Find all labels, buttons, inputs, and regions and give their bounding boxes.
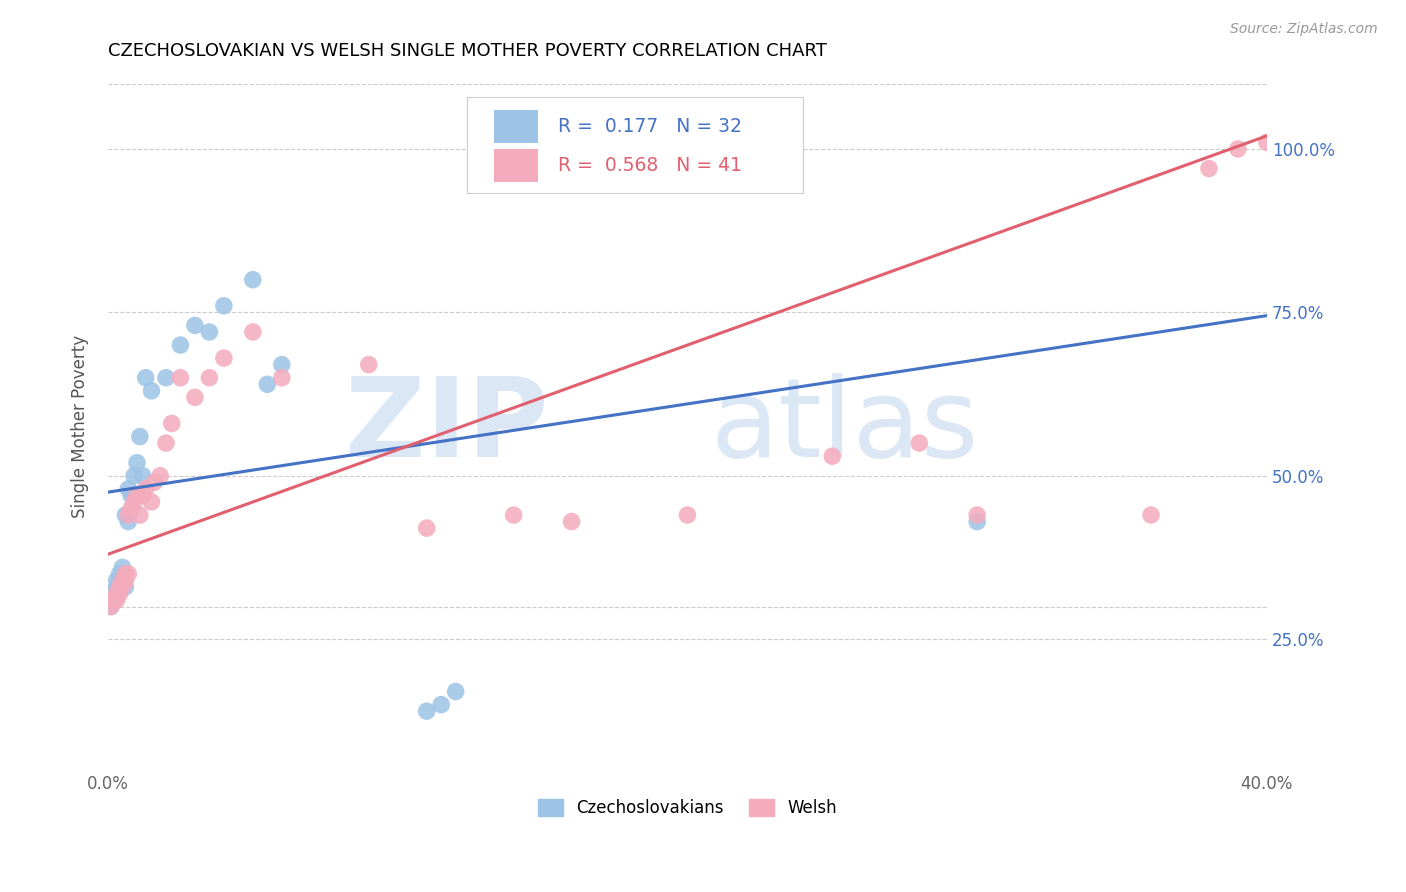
Point: [415, 704, 437, 718]
Bar: [494, 111, 538, 144]
Point: [103, 593, 125, 607]
Point: [114, 580, 136, 594]
Point: [128, 508, 150, 522]
Point: [103, 593, 125, 607]
Point: [415, 521, 437, 535]
Point: [966, 515, 988, 529]
Point: [105, 586, 128, 600]
Point: [114, 508, 136, 522]
Point: [141, 495, 163, 509]
Point: [256, 377, 278, 392]
Point: [117, 508, 139, 522]
Point: [111, 580, 134, 594]
Point: [120, 501, 142, 516]
Point: [100, 599, 122, 614]
Point: [270, 358, 292, 372]
Point: [125, 488, 148, 502]
Point: [141, 384, 163, 398]
Point: [105, 593, 128, 607]
Point: [155, 370, 177, 384]
Point: [120, 488, 142, 502]
Text: Source: ZipAtlas.com: Source: ZipAtlas.com: [1230, 22, 1378, 37]
Point: [117, 515, 139, 529]
Point: [169, 338, 191, 352]
Point: [149, 468, 172, 483]
Point: [122, 495, 145, 509]
Point: [108, 580, 131, 594]
Point: [160, 417, 183, 431]
Point: [117, 482, 139, 496]
Point: [502, 508, 524, 522]
Point: [169, 370, 191, 384]
Point: [184, 390, 207, 404]
Bar: [494, 150, 538, 182]
Point: [198, 325, 221, 339]
Point: [430, 698, 453, 712]
Point: [128, 429, 150, 443]
Point: [212, 299, 235, 313]
Point: [103, 586, 125, 600]
Point: [184, 318, 207, 333]
Point: [155, 436, 177, 450]
Point: [676, 508, 699, 522]
Legend: Czechoslovakians, Welsh: Czechoslovakians, Welsh: [531, 792, 844, 823]
Text: CZECHOSLOVAKIAN VS WELSH SINGLE MOTHER POVERTY CORRELATION CHART: CZECHOSLOVAKIAN VS WELSH SINGLE MOTHER P…: [108, 42, 827, 60]
Point: [108, 580, 131, 594]
Point: [122, 468, 145, 483]
Point: [198, 370, 221, 384]
Point: [114, 566, 136, 581]
Point: [132, 488, 155, 502]
Point: [908, 436, 931, 450]
Point: [444, 684, 467, 698]
Point: [111, 574, 134, 588]
Point: [132, 468, 155, 483]
Point: [135, 482, 157, 496]
Y-axis label: Single Mother Poverty: Single Mother Poverty: [72, 335, 89, 518]
Point: [1140, 508, 1163, 522]
Point: [105, 574, 128, 588]
Text: atlas: atlas: [710, 373, 979, 480]
Point: [357, 358, 380, 372]
Point: [561, 515, 583, 529]
Point: [242, 325, 264, 339]
Point: [143, 475, 166, 490]
Point: [212, 351, 235, 365]
Point: [114, 574, 136, 588]
Point: [111, 574, 134, 588]
Point: [270, 370, 292, 384]
Point: [135, 370, 157, 384]
Point: [821, 449, 844, 463]
Point: [242, 273, 264, 287]
Point: [108, 586, 131, 600]
Point: [105, 580, 128, 594]
Point: [1256, 136, 1278, 150]
Point: [117, 566, 139, 581]
Point: [966, 508, 988, 522]
Point: [111, 560, 134, 574]
Text: R =  0.177   N = 32: R = 0.177 N = 32: [558, 117, 741, 136]
FancyBboxPatch shape: [467, 97, 803, 194]
Point: [100, 599, 122, 614]
Point: [1226, 142, 1249, 156]
Text: ZIP: ZIP: [344, 373, 548, 480]
Point: [108, 566, 131, 581]
Point: [1198, 161, 1220, 176]
Text: R =  0.568   N = 41: R = 0.568 N = 41: [558, 156, 741, 176]
Point: [125, 456, 148, 470]
